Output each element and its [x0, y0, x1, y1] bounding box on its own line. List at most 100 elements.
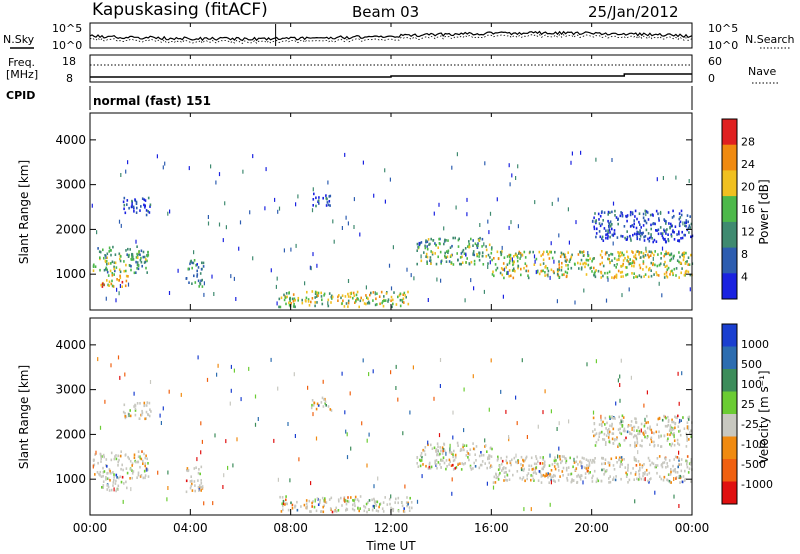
data-cell [323, 499, 326, 502]
freq-panel [89, 54, 693, 83]
data-cell [597, 438, 600, 442]
data-cell [629, 237, 632, 241]
data-cell [424, 446, 427, 449]
data-cell [367, 501, 369, 504]
data-cell [460, 468, 463, 471]
colorbar-swatch [722, 119, 737, 146]
data-cell [230, 274, 232, 279]
data-cell [625, 238, 628, 241]
data-cell [203, 292, 205, 297]
data-cell [459, 462, 461, 465]
data-cell [592, 257, 594, 261]
data-cell [678, 260, 680, 264]
data-cell [584, 265, 586, 269]
data-cell [141, 197, 144, 200]
data-cell [327, 298, 330, 302]
data-cell [445, 256, 447, 259]
data-cell [599, 224, 602, 228]
data-cell [366, 301, 369, 305]
colorbar-tick-label: 4 [741, 271, 748, 284]
data-cell [119, 259, 122, 263]
data-cell [393, 291, 395, 294]
data-cell [190, 259, 192, 263]
data-cell [648, 250, 651, 253]
data-cell [111, 272, 114, 275]
data-cell [124, 284, 127, 288]
data-cell [492, 481, 495, 484]
data-cell [592, 430, 594, 433]
data-cell [137, 267, 140, 271]
data-cell [528, 468, 530, 471]
data-cell [107, 485, 110, 489]
data-cell [679, 255, 681, 259]
data-cell [515, 395, 517, 400]
data-cell [633, 222, 635, 226]
data-cell [323, 294, 325, 297]
data-cell [460, 262, 462, 266]
data-cell [206, 377, 209, 382]
data-cell [187, 469, 190, 472]
data-cell [372, 291, 375, 294]
data-cell [651, 461, 653, 465]
data-cell [538, 470, 541, 473]
data-cell [633, 261, 636, 265]
data-cell [185, 277, 188, 280]
data-cell [464, 247, 467, 250]
data-cell [164, 161, 166, 166]
data-cell [575, 220, 577, 225]
data-cell [130, 487, 132, 492]
data-cell [595, 480, 598, 484]
date-label: 25/Jan/2012 [588, 3, 679, 21]
data-cell [136, 261, 139, 264]
data-cell [678, 217, 681, 221]
data-cell [322, 505, 324, 509]
data-cell [686, 439, 688, 442]
data-cell [496, 250, 499, 254]
data-cell [385, 292, 388, 295]
data-cell [638, 274, 641, 277]
data-cell [146, 468, 149, 472]
data-cell [312, 198, 315, 201]
data-cell [382, 304, 385, 308]
data-cell [345, 502, 348, 506]
data-cell [114, 482, 117, 485]
data-cell [406, 504, 408, 508]
data-cell [449, 255, 452, 258]
data-cell [545, 264, 547, 268]
data-cell [439, 446, 441, 449]
data-cell [129, 477, 131, 480]
data-cell [147, 462, 149, 465]
data-cell [123, 207, 125, 211]
beam-label: Beam 03 [352, 3, 419, 21]
data-cell [456, 441, 459, 445]
data-cell [459, 256, 462, 259]
data-cell [673, 494, 675, 499]
data-cell [645, 421, 647, 425]
data-cell [558, 233, 560, 238]
data-cell [667, 252, 669, 255]
data-cell [359, 495, 362, 498]
data-cell [201, 261, 203, 265]
data-cell [325, 404, 327, 407]
data-cell [390, 370, 392, 375]
data-cell [103, 268, 106, 272]
data-cell [535, 257, 538, 261]
data-cell [525, 269, 527, 273]
data-cell [620, 420, 623, 423]
data-cell [638, 212, 641, 215]
data-cell [330, 496, 333, 500]
data-cell [239, 220, 242, 225]
data-cell [291, 503, 294, 507]
data-cell [322, 510, 325, 514]
data-cell [373, 193, 375, 198]
data-cell [127, 255, 130, 258]
data-cell [532, 471, 535, 475]
data-cell [125, 279, 128, 283]
data-cell [130, 205, 133, 209]
data-cell [450, 254, 453, 257]
data-cell [600, 479, 603, 483]
data-cell [470, 278, 472, 283]
data-cell [668, 459, 671, 462]
data-cell [678, 276, 680, 279]
data-cell [116, 287, 118, 292]
